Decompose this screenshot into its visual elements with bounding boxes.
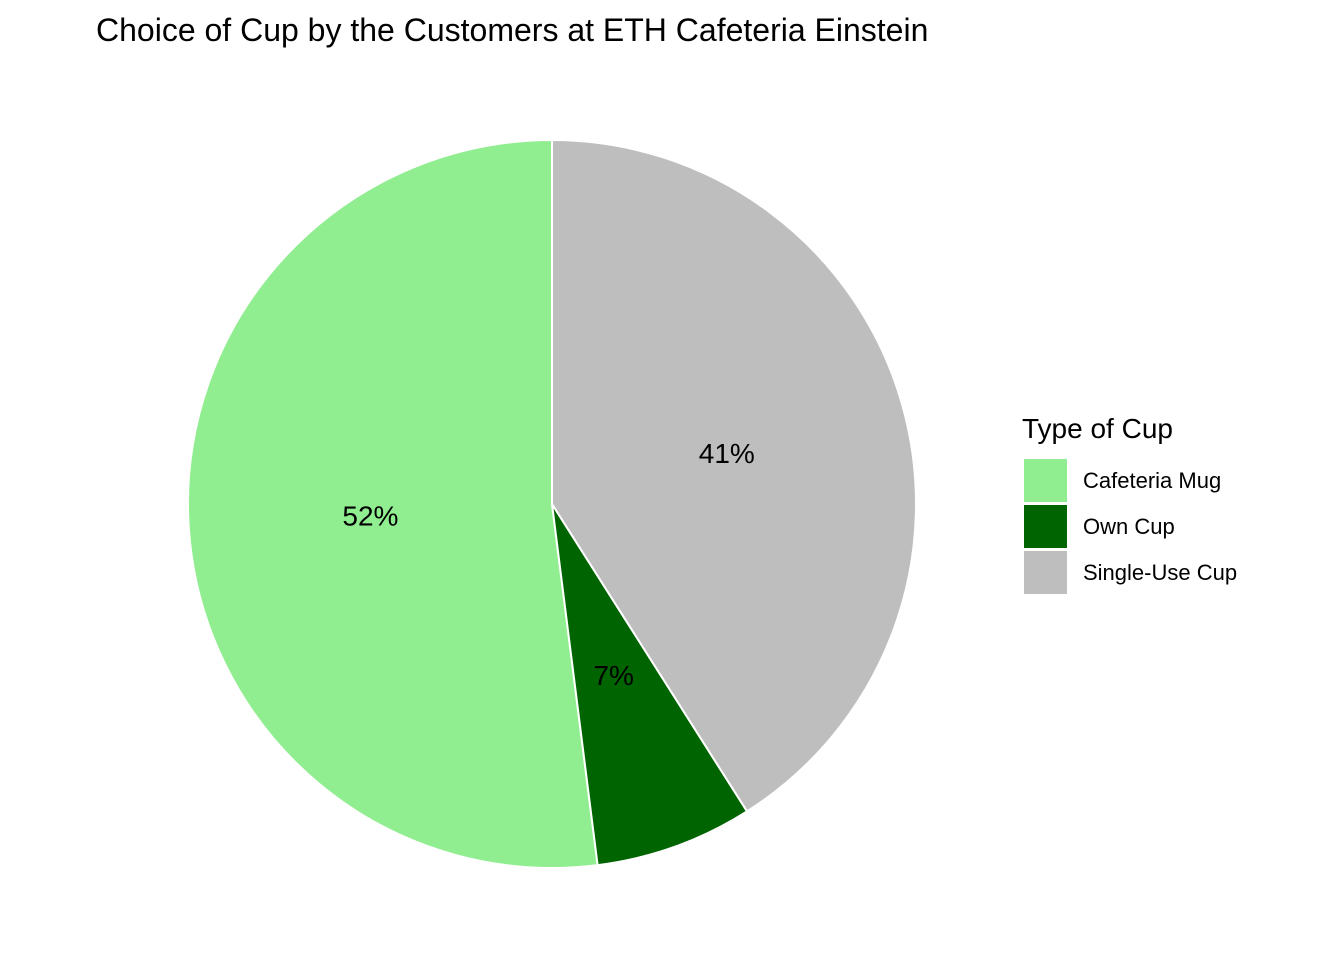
slice-label-single-use-cup: 41% — [699, 438, 755, 469]
legend-items: Cafeteria Mug Own Cup Single-Use Cup — [1024, 459, 1237, 594]
pie-slice-single-use-cup — [551, 139, 918, 813]
pie-slice-own-cup — [551, 503, 749, 867]
legend-title: Type of Cup — [1022, 413, 1173, 444]
legend-key-single-use-cup — [1024, 551, 1067, 594]
chart-title: Choice of Cup by the Customers at ETH Ca… — [96, 12, 928, 48]
slice-label-cafeteria-mug: 52% — [342, 500, 398, 531]
legend-label-own-cup: Own Cup — [1083, 514, 1175, 539]
legend-key-own-cup — [1024, 505, 1067, 548]
slice-label-own-cup: 7% — [593, 660, 633, 691]
pie-slice-labels: 52% 7% 41% — [342, 438, 754, 691]
pie-slice-cafeteria-mug — [187, 139, 599, 869]
pie-slices — [187, 139, 918, 869]
legend-key-cafeteria-mug — [1024, 459, 1067, 502]
legend: Type of Cup Cafeteria Mug Own Cup Single-U… — [1022, 413, 1237, 594]
legend-label-cafeteria-mug: Cafeteria Mug — [1083, 468, 1221, 493]
legend-label-single-use-cup: Single-Use Cup — [1083, 560, 1237, 585]
